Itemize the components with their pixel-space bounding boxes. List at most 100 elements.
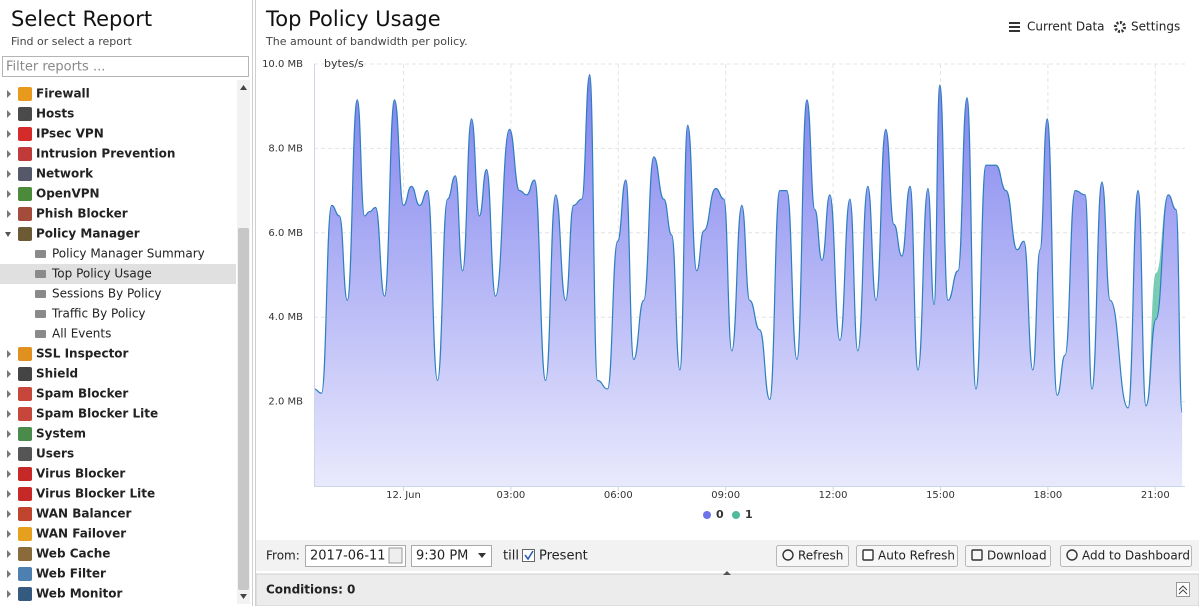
tree-expander[interactable] xyxy=(7,490,11,498)
x-tick-label: 12:00 xyxy=(819,490,848,501)
tree-item[interactable]: Firewall xyxy=(36,87,90,101)
tree-expander[interactable] xyxy=(7,190,11,198)
tree-expander[interactable] xyxy=(7,510,11,518)
item-icon xyxy=(18,187,32,201)
tree-expander[interactable] xyxy=(7,350,11,358)
item-icon xyxy=(18,367,32,381)
tree-child[interactable]: Traffic By Policy xyxy=(51,307,146,321)
tree-expander[interactable] xyxy=(7,130,11,138)
button-label: Download xyxy=(987,549,1047,563)
item-icon xyxy=(18,507,32,521)
tree-expander[interactable] xyxy=(7,570,11,578)
toolbar-button[interactable] xyxy=(1060,545,1192,567)
toolbar-button[interactable] xyxy=(856,545,958,567)
tree-expander[interactable] xyxy=(7,450,11,458)
child-icon xyxy=(35,290,46,298)
toolbar-button[interactable] xyxy=(776,545,849,567)
tree-expander[interactable] xyxy=(7,90,11,98)
tree-expander[interactable] xyxy=(7,110,11,118)
tree-item[interactable]: Web Monitor xyxy=(36,587,123,601)
tree-item[interactable]: System xyxy=(36,427,86,441)
item-icon xyxy=(18,387,32,401)
tree-expander[interactable] xyxy=(7,550,11,558)
tree-item[interactable]: Web Filter xyxy=(36,567,106,581)
scrollbar-thumb[interactable] xyxy=(238,228,249,590)
button-label: Refresh xyxy=(798,549,843,563)
x-tick-label: 03:00 xyxy=(496,490,525,501)
tree-expander[interactable] xyxy=(7,390,11,398)
scroll-down[interactable] xyxy=(240,594,247,599)
x-tick-label: 12. Jun xyxy=(386,490,421,501)
tree-expander[interactable] xyxy=(7,470,11,478)
tree-item[interactable]: Intrusion Prevention xyxy=(36,147,175,161)
tree-expander[interactable] xyxy=(7,590,11,598)
present-label: Present xyxy=(539,549,588,564)
item-icon xyxy=(18,527,32,541)
legend-item[interactable]: 1 xyxy=(745,508,753,521)
tree-item[interactable]: WAN Balancer xyxy=(36,507,131,521)
tree-expander[interactable] xyxy=(7,530,11,538)
selected-row xyxy=(0,264,236,284)
item-icon xyxy=(18,127,32,141)
tree-item[interactable]: Policy Manager xyxy=(36,227,140,241)
tree-item[interactable]: SSL Inspector xyxy=(36,347,129,361)
child-icon xyxy=(35,250,46,258)
expand-icon xyxy=(1178,585,1188,595)
tree-item[interactable]: IPsec VPN xyxy=(36,127,104,141)
tree-child[interactable]: Sessions By Policy xyxy=(52,287,162,301)
tree-item[interactable]: Users xyxy=(36,447,74,461)
tree-expander[interactable] xyxy=(7,150,11,158)
tree-item[interactable]: WAN Failover xyxy=(36,527,126,541)
legend-item[interactable]: 0 xyxy=(716,508,724,521)
tree-item[interactable]: Web Cache xyxy=(36,547,110,561)
tree-item[interactable]: Virus Blocker Lite xyxy=(36,487,155,501)
tree-expander[interactable] xyxy=(7,210,11,218)
time-trigger[interactable] xyxy=(478,553,486,558)
current-data-button[interactable]: Current Data xyxy=(1027,20,1105,34)
tree-expander[interactable] xyxy=(7,170,11,178)
y-tick-label: 4.0 MB xyxy=(268,312,303,323)
x-tick-label: 21:00 xyxy=(1141,490,1170,501)
tree-expander[interactable] xyxy=(5,232,11,237)
conditions-bar xyxy=(255,573,1199,606)
tree-item[interactable]: OpenVPN xyxy=(36,187,100,201)
tree-expander[interactable] xyxy=(7,410,11,418)
tree-item[interactable]: Spam Blocker xyxy=(36,387,128,401)
collapse-arrow[interactable] xyxy=(723,571,731,575)
scroll-up[interactable] xyxy=(240,85,247,90)
current-data-icon xyxy=(1009,22,1020,32)
filter-input[interactable] xyxy=(2,56,249,77)
tree-expander[interactable] xyxy=(7,370,11,378)
item-icon xyxy=(18,227,32,241)
time-input[interactable] xyxy=(411,545,492,567)
report-subtitle: The amount of bandwidth per policy. xyxy=(265,35,468,48)
y-tick-label: 10.0 MB xyxy=(262,59,303,70)
tree-item[interactable]: Network xyxy=(36,167,94,181)
area xyxy=(314,74,1183,487)
x-tick-label: 09:00 xyxy=(711,490,740,501)
legend-marker xyxy=(703,511,711,519)
item-icon xyxy=(18,587,32,601)
tree-child[interactable]: Policy Manager Summary xyxy=(52,247,205,261)
child-icon xyxy=(35,310,46,318)
date-input[interactable] xyxy=(305,545,406,567)
tree-expander[interactable] xyxy=(7,430,11,438)
legend-marker xyxy=(732,511,740,519)
settings-button[interactable]: Settings xyxy=(1131,20,1180,34)
y-axis-title: bytes/s xyxy=(324,57,364,70)
tree-child[interactable]: Top Policy Usage xyxy=(51,267,152,281)
x-tick-label: 15:00 xyxy=(926,490,955,501)
tree-item[interactable]: Spam Blocker Lite xyxy=(36,407,158,421)
tree-item[interactable]: Hosts xyxy=(36,107,74,121)
tree-item[interactable]: Shield xyxy=(36,367,78,381)
tree-item[interactable]: Virus Blocker xyxy=(36,467,125,481)
tree-item[interactable]: Phish Blocker xyxy=(36,207,128,221)
button-icon xyxy=(862,549,874,561)
from-label: From: xyxy=(266,549,300,563)
child-icon xyxy=(35,330,46,338)
item-icon xyxy=(18,407,32,421)
toolbar-button[interactable] xyxy=(965,545,1051,567)
item-icon xyxy=(18,467,32,481)
date-trigger[interactable] xyxy=(388,547,403,564)
tree-child[interactable]: All Events xyxy=(52,327,111,341)
